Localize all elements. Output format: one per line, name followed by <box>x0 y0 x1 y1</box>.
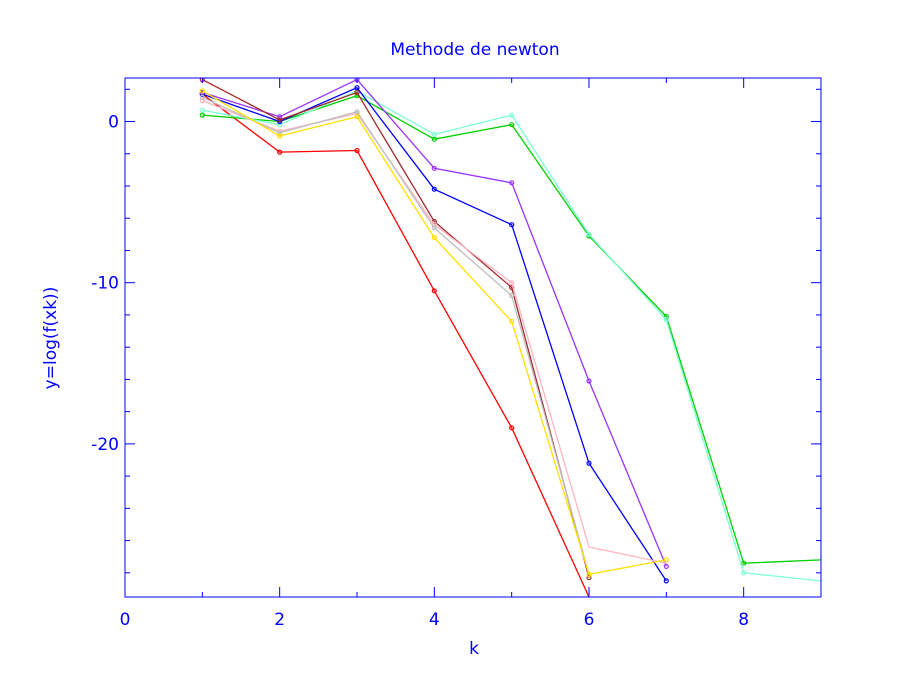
series-line-3 <box>202 90 821 582</box>
data-point <box>199 107 205 113</box>
data-point <box>431 165 437 171</box>
y-tick-label: -10 <box>91 274 119 294</box>
data-point <box>586 571 592 578</box>
series-line-6 <box>201 79 590 578</box>
x-tick-label: 2 <box>274 610 285 630</box>
axes: 0 2 4 6 8 0 -10 -20 <box>91 77 822 630</box>
data-point <box>431 186 437 192</box>
data-point <box>354 114 360 120</box>
data-point <box>741 560 747 566</box>
data-point <box>277 149 283 155</box>
series-line-2 <box>202 94 821 564</box>
series-line-1 <box>201 93 590 597</box>
series-line-9 <box>201 90 667 576</box>
y-tick-label: 0 <box>108 113 119 133</box>
data-point <box>431 136 437 142</box>
data-point <box>277 133 283 139</box>
data-point <box>509 122 515 128</box>
data-point <box>509 280 515 286</box>
x-tick-label: 0 <box>120 610 131 630</box>
data-point <box>663 317 669 323</box>
series-line-4 <box>202 86 667 582</box>
data-point <box>431 225 437 231</box>
data-point <box>431 131 437 137</box>
data-point <box>354 109 360 115</box>
data-point <box>354 85 360 91</box>
data-point <box>199 94 205 100</box>
data-point <box>586 575 592 581</box>
data-point <box>199 88 205 94</box>
chart-title: Methode de newton <box>390 40 559 60</box>
data-point <box>509 112 515 118</box>
data-point <box>431 288 437 294</box>
data-point <box>509 425 515 431</box>
plot-area <box>199 78 821 597</box>
plot-frame <box>124 77 822 598</box>
series-line-8 <box>202 96 590 575</box>
data-point <box>509 293 515 299</box>
data-point <box>586 378 592 384</box>
data-point <box>277 130 283 136</box>
data-point <box>199 97 205 104</box>
data-point <box>277 114 283 120</box>
data-point <box>509 222 515 228</box>
data-point <box>199 112 205 118</box>
data-point <box>277 117 283 123</box>
x-tick-label: 6 <box>584 610 595 630</box>
data-point <box>354 147 360 154</box>
y-axis-label: y=log(f(xk)) <box>41 287 61 390</box>
data-point <box>431 235 437 241</box>
x-tick-label: 8 <box>738 610 749 630</box>
data-point <box>277 122 283 128</box>
data-point <box>663 578 669 584</box>
series-line-5 <box>202 78 667 567</box>
y-tick-label: -20 <box>91 435 119 455</box>
data-point <box>354 89 360 96</box>
x-axis-label: k <box>469 639 479 659</box>
data-point <box>663 563 669 570</box>
data-point <box>741 570 747 576</box>
data-point <box>586 231 592 237</box>
data-point <box>509 318 515 324</box>
data-point <box>509 180 515 186</box>
data-point <box>663 313 669 320</box>
x-tick-label: 4 <box>429 610 440 630</box>
data-point <box>586 460 592 466</box>
data-point <box>663 557 669 563</box>
